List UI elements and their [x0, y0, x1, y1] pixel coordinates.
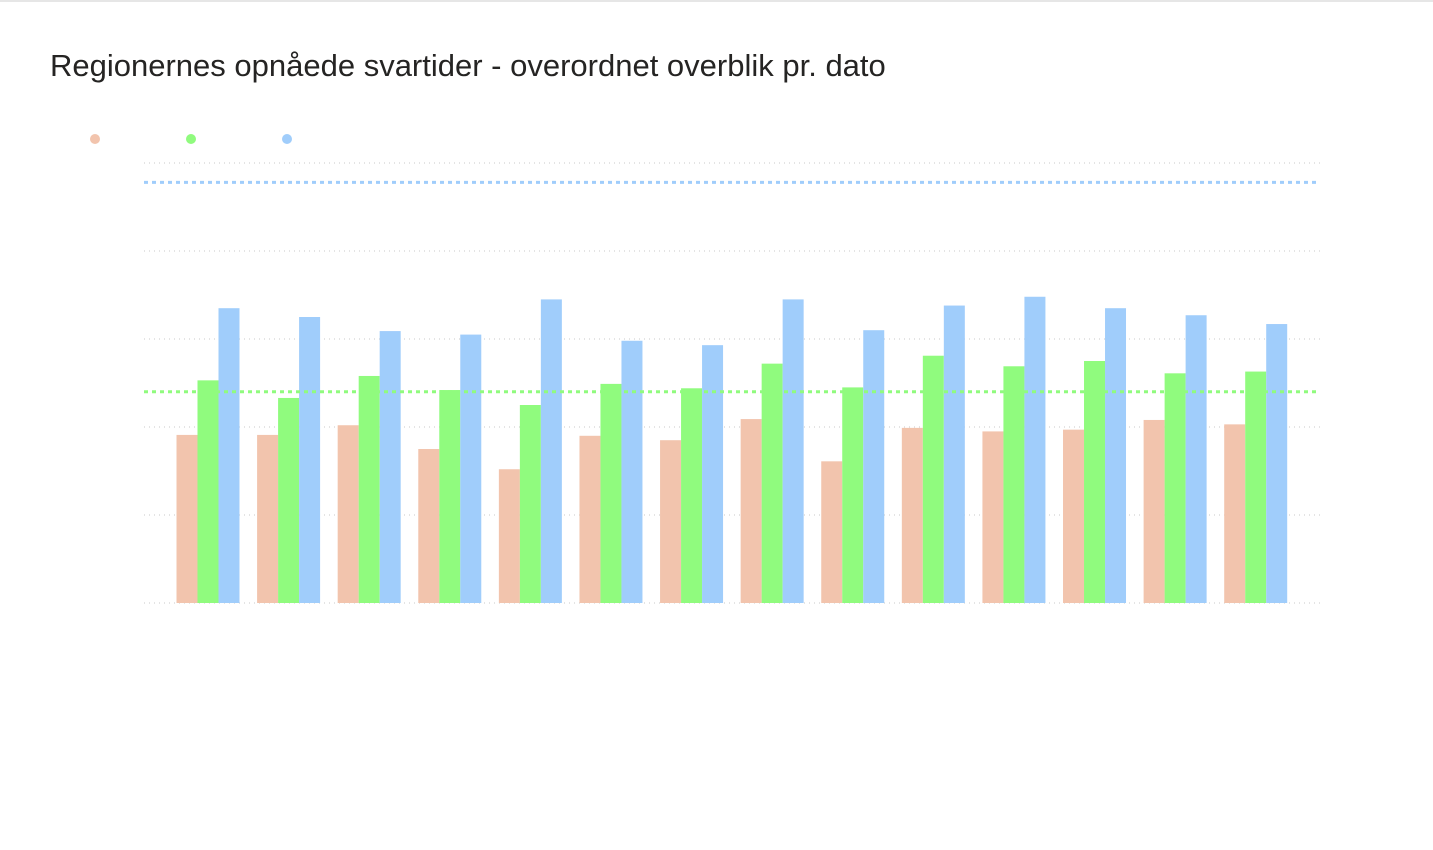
bar	[1024, 296, 1046, 603]
legend-marker	[282, 134, 292, 144]
bar	[1143, 419, 1165, 603]
bar	[498, 469, 520, 603]
bar	[299, 317, 321, 603]
bar	[1185, 315, 1207, 603]
bar	[842, 387, 864, 603]
bar	[761, 363, 783, 603]
bar	[358, 375, 380, 603]
bar	[982, 431, 1004, 603]
bar	[379, 331, 401, 603]
bar	[922, 355, 944, 603]
chart-title: Regionernes opnåede svartider - overordn…	[50, 48, 886, 83]
bar	[740, 419, 762, 603]
bar	[460, 334, 482, 603]
bar	[278, 397, 300, 603]
bar	[621, 340, 643, 603]
legend-marker	[90, 134, 100, 144]
bar	[1063, 429, 1085, 603]
bar	[218, 308, 240, 603]
legend-marker	[186, 134, 196, 144]
bar	[337, 425, 359, 603]
bar	[197, 380, 219, 603]
bar	[439, 390, 461, 603]
bar	[579, 435, 601, 603]
bar	[1164, 373, 1186, 603]
bar	[821, 461, 843, 603]
bar	[600, 383, 622, 603]
bar	[1003, 366, 1025, 603]
bar	[1105, 308, 1127, 603]
bar	[702, 345, 724, 603]
bar	[782, 299, 804, 603]
bar	[1266, 324, 1288, 603]
bar	[176, 434, 198, 603]
bar	[540, 299, 562, 603]
bar	[660, 440, 682, 603]
bar	[1084, 361, 1106, 603]
bar	[943, 305, 965, 603]
bar	[1224, 424, 1246, 603]
bar	[901, 427, 923, 603]
bar	[257, 434, 279, 603]
bar	[1245, 371, 1267, 603]
bar	[681, 388, 703, 603]
bar	[519, 405, 541, 603]
bar	[863, 330, 885, 603]
bar	[418, 449, 440, 603]
